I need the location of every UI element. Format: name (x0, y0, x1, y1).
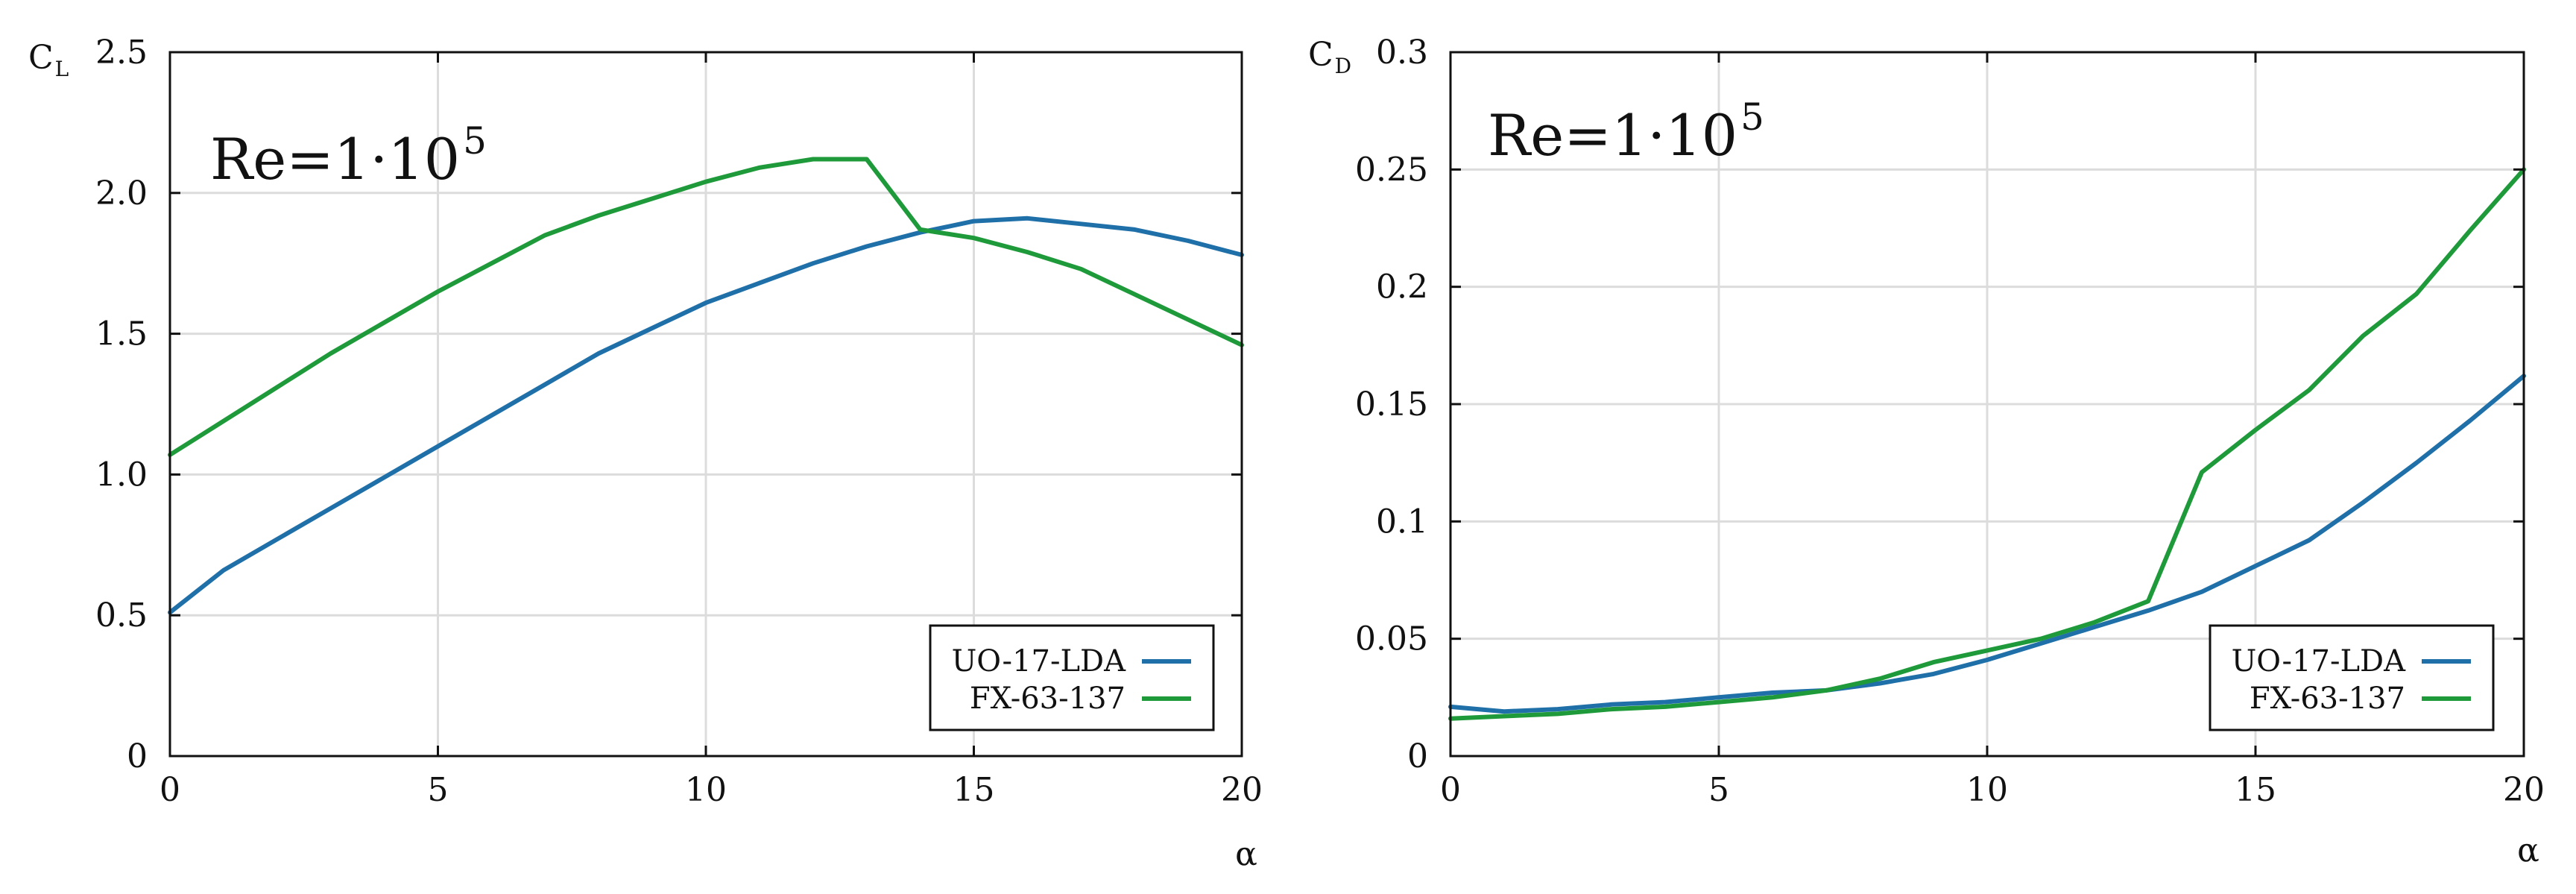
cl-y-tick-label: 0.5 (95, 596, 148, 635)
cl-legend-label: UO-17-LDA (952, 644, 1127, 679)
cd-y-tick-label: 0.25 (1355, 151, 1428, 189)
cl-chart-panel: 0 5 10 15 20 0 0.5 1.0 1.5 2.0 2.5 CL α Re=1·105 UO-17… (28, 34, 1263, 873)
cl-y-tick-label: 1.0 (95, 456, 148, 494)
cd-y-tick-label: 0 (1407, 737, 1428, 775)
cl-x-tick-label: 10 (685, 771, 727, 809)
cd-x-tick-label: 15 (2235, 771, 2276, 809)
cd-chart-panel: 0 5 10 15 20 0 0.05 0.1 0.15 0.2 0.25 0.3 CD α Re=1·10… (1308, 34, 2545, 869)
cd-x-axis-label: α (2517, 831, 2539, 869)
cd-y-tick-label: 0.15 (1355, 385, 1428, 424)
cd-y-axis-label: CD (1308, 36, 1351, 78)
cl-series-uo-17-lda-line (168, 215, 1244, 615)
cd-reynolds-annotation: Re=1·105 (1488, 95, 1764, 169)
cl-y-tick-label: 2.0 (95, 174, 148, 213)
cl-y-axis-label: CL (28, 39, 69, 81)
cl-series-fx-63-137-line (168, 157, 1244, 457)
cd-legend-box (2209, 624, 2495, 731)
cd-x-tick-label: 20 (2503, 771, 2545, 809)
cd-y-tick-label: 0.3 (1376, 34, 1428, 72)
cl-y-tick-label: 0 (127, 737, 148, 775)
cl-legend-box (929, 624, 1215, 731)
cl-y-tick-label: 2.5 (95, 34, 148, 72)
cd-y-tick-label: 0.05 (1355, 620, 1428, 658)
cd-y-tick-label: 0.2 (1376, 268, 1428, 306)
cd-legend-label: UO-17-LDA (2232, 644, 2407, 679)
cl-x-tick-label: 0 (160, 771, 180, 809)
cd-y-tick-label: 0.1 (1376, 503, 1428, 541)
cd-legend-label: FX-63-137 (2250, 681, 2405, 716)
cl-x-axis-label: α (1235, 835, 1257, 873)
cl-x-tick-label: 5 (428, 771, 449, 809)
cl-legend-label: FX-63-137 (970, 681, 1126, 716)
cl-y-tick-label: 1.5 (95, 315, 148, 353)
cd-series-uo-17-lda-line (1448, 374, 2526, 714)
cl-reynolds-annotation: Re=1·105 (210, 119, 487, 192)
cd-series-fx-63-137-line (1448, 167, 2526, 721)
cd-x-tick-label: 10 (1966, 771, 2008, 809)
cl-x-tick-label: 15 (953, 771, 995, 809)
cd-x-tick-label: 0 (1440, 771, 1461, 809)
cd-x-tick-label: 5 (1708, 771, 1729, 809)
cl-x-tick-label: 20 (1221, 771, 1263, 809)
